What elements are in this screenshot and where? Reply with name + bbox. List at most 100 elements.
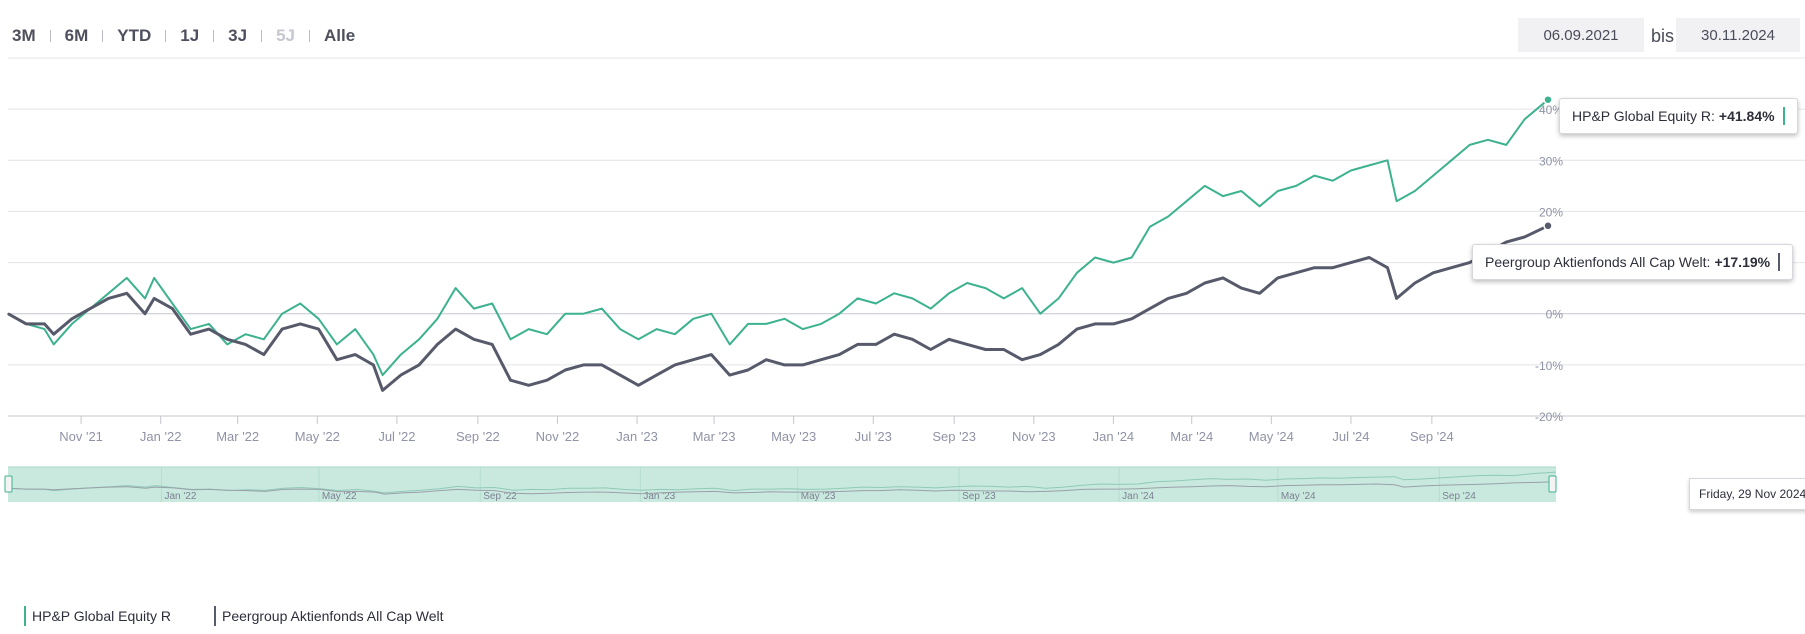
data-point	[491, 343, 493, 345]
data-point	[911, 338, 914, 340]
series-group	[7, 94, 1553, 392]
data-point	[1204, 185, 1206, 187]
data-point	[318, 328, 320, 330]
tooltip-peer-label: Peergroup Aktienfonds All Cap Welt:	[1485, 254, 1711, 270]
data-point	[208, 323, 210, 325]
data-point	[400, 354, 402, 356]
x-tick-label: May '22	[295, 429, 340, 444]
data-point	[619, 328, 621, 330]
data-point	[1368, 256, 1370, 259]
data-point	[354, 328, 356, 330]
data-point	[1039, 313, 1041, 315]
data-point	[820, 359, 822, 361]
data-point	[190, 333, 192, 335]
data-point	[107, 292, 110, 294]
data-point	[619, 374, 621, 376]
data-point	[381, 374, 384, 376]
peer-series-line	[7, 224, 1549, 392]
data-point	[244, 333, 247, 335]
data-point	[893, 333, 895, 335]
navigator-tick-label: Jan '23	[643, 491, 675, 502]
data-point	[838, 354, 840, 356]
navigator[interactable]: Jan '22 May '22 Sep '22 Jan '23 May '23 Sep '…	[4, 466, 1557, 502]
data-point	[656, 374, 658, 376]
x-tick-label: Jan '22	[140, 429, 182, 444]
data-point	[1167, 215, 1169, 218]
data-point	[1021, 287, 1023, 289]
data-point	[1505, 144, 1507, 146]
data-point	[857, 297, 859, 299]
range-separator	[102, 30, 104, 42]
data-point	[1204, 282, 1206, 284]
range-button-alle[interactable]: Alle	[324, 26, 356, 45]
y-tick-label: 20%	[1539, 205, 1563, 219]
data-point	[436, 318, 438, 320]
data-point	[528, 384, 530, 386]
x-tick-label: Sep '22	[456, 429, 500, 444]
data-point	[1414, 282, 1416, 284]
data-point	[1131, 256, 1133, 259]
data-point	[564, 369, 566, 371]
data-point	[71, 318, 73, 320]
data-point	[1414, 190, 1416, 192]
data-point	[765, 359, 767, 361]
data-point	[226, 338, 228, 340]
data-point	[1258, 292, 1261, 294]
x-tick-label: Mar '22	[216, 429, 259, 444]
data-point	[1505, 241, 1507, 243]
data-point	[1167, 297, 1169, 299]
data-point	[107, 297, 110, 299]
range-button-3m[interactable]: 3M	[12, 26, 36, 45]
data-point	[1432, 272, 1434, 274]
data-point	[765, 323, 767, 325]
data-point	[171, 302, 174, 305]
navigator-series-line	[7, 481, 1557, 495]
x-tick-label: Jan '24	[1093, 429, 1135, 444]
y-tick-label: -20%	[1535, 410, 1563, 424]
data-point	[1277, 190, 1279, 192]
data-point	[418, 338, 420, 340]
data-point	[1396, 297, 1398, 299]
range-button-6m[interactable]: 6M	[64, 26, 89, 45]
date-from-input[interactable]: 06.09.2021	[1518, 18, 1644, 52]
data-point	[1523, 236, 1526, 238]
navigator-tick-label: Jan '24	[1122, 491, 1154, 502]
data-point	[875, 302, 877, 305]
data-point	[1432, 175, 1434, 177]
data-point	[1450, 267, 1453, 269]
data-point	[509, 338, 512, 340]
range-button-ytd[interactable]: YTD	[117, 26, 152, 45]
legend-label: Peergroup Aktienfonds All Cap Welt	[222, 608, 444, 624]
data-point	[400, 374, 402, 376]
data-point	[948, 338, 950, 340]
data-point	[729, 343, 731, 345]
data-point	[7, 313, 9, 315]
data-point	[126, 277, 128, 279]
range-separator	[213, 30, 215, 42]
data-point	[1386, 159, 1389, 161]
range-button-1j[interactable]: 1J	[180, 26, 200, 45]
data-point	[747, 323, 749, 325]
legend-item-fund[interactable]: HP&P Global Equity R	[24, 606, 171, 626]
data-point	[190, 328, 192, 330]
range-button-3j[interactable]: 3J	[228, 26, 248, 45]
data-point	[53, 343, 55, 345]
data-point	[674, 333, 676, 335]
legend-item-peer[interactable]: Peergroup Aktienfonds All Cap Welt	[214, 606, 444, 626]
navigator-handle-left	[4, 475, 13, 493]
navigator-background	[8, 467, 1556, 502]
data-point	[637, 384, 639, 386]
data-point	[1112, 261, 1115, 264]
tooltip-fund-label: HP&P Global Equity R:	[1572, 108, 1715, 124]
legend-label: HP&P Global Equity R	[32, 608, 172, 624]
navigator-tick-label: Jan '22	[164, 491, 196, 502]
data-point	[126, 292, 128, 294]
data-point	[747, 369, 749, 371]
x-tick-label: Jul '24	[1332, 429, 1369, 444]
data-point	[984, 287, 987, 289]
data-point	[1003, 348, 1005, 351]
data-point	[692, 318, 694, 320]
range-button-5j: 5J	[276, 26, 296, 45]
date-to-input[interactable]: 30.11.2024	[1676, 18, 1800, 52]
data-point	[1386, 267, 1389, 269]
